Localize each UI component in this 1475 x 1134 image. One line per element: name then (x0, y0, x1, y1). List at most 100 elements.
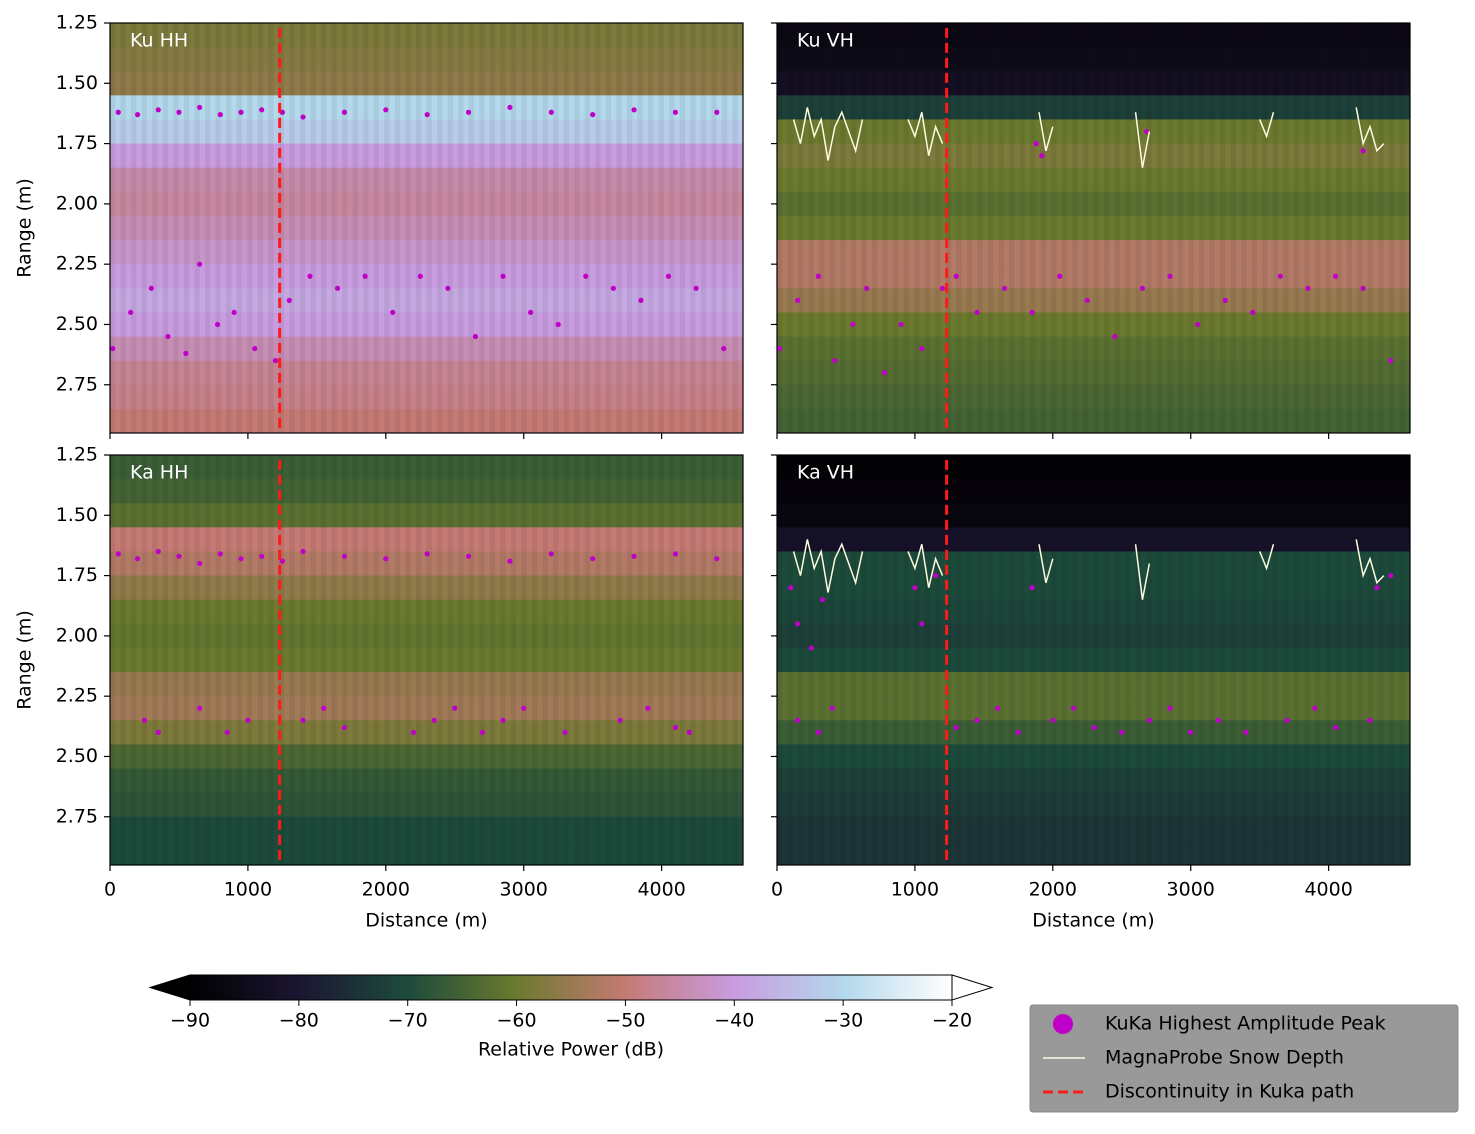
y-tick-label: 1.75 (56, 564, 98, 586)
power-cell (777, 240, 1410, 265)
peak-point (795, 297, 801, 303)
colorbar-tick-label: −40 (714, 1010, 754, 1032)
peak-point (864, 285, 870, 291)
peak-point (590, 112, 596, 118)
peak-point (1374, 585, 1380, 591)
peak-point (721, 345, 727, 352)
peak-point (217, 551, 223, 557)
power-cell (110, 720, 743, 745)
peak-point (300, 548, 306, 555)
peak-point (1388, 358, 1394, 364)
peak-point (155, 729, 161, 735)
colorbar-extend-high (951, 974, 994, 1001)
x-axis-label: Distance (m) (1032, 910, 1154, 932)
snow-depth-line (1134, 112, 1151, 168)
y-tick-label: 1.25 (56, 12, 98, 34)
peak-point (214, 321, 221, 328)
y-tick-label: 2.75 (56, 373, 98, 395)
x-tick-label: 2000 (1029, 879, 1077, 901)
peak-point (1070, 705, 1077, 711)
peak-point (259, 107, 265, 113)
peak-point (155, 107, 161, 113)
y-tick-label: 2.00 (56, 192, 98, 214)
power-cell (110, 408, 743, 433)
peak-point (777, 345, 783, 352)
y-tick-label: 2.50 (56, 313, 98, 335)
peak-point (1050, 717, 1056, 723)
peak-point (953, 724, 959, 731)
peak-point (1188, 729, 1194, 735)
snow-depth-line (792, 107, 864, 161)
peak-point (183, 350, 189, 357)
power-cell (777, 840, 1410, 865)
power-cell (777, 672, 1410, 697)
x-axis-label: Distance (m) (365, 910, 487, 932)
peak-point (300, 114, 306, 120)
peak-point (410, 729, 416, 735)
peak-point (919, 621, 925, 627)
power-cell (777, 455, 1410, 480)
peak-point (500, 273, 506, 279)
colorbar-tick-label: −80 (279, 1010, 319, 1032)
power-cell (777, 720, 1410, 745)
x-tick-label: 1000 (891, 879, 939, 901)
peak-point (445, 285, 451, 291)
power-cell (777, 143, 1410, 169)
power-cell (110, 360, 743, 386)
peak-point (1215, 717, 1221, 723)
colorbar-tick-label: −50 (605, 1010, 645, 1032)
peak-point (795, 621, 801, 627)
peak-point (341, 724, 348, 731)
peak-point (610, 285, 616, 291)
legend-label: Discontinuity in Kuka path (1105, 1081, 1354, 1103)
peak-point (638, 297, 644, 303)
peak-point (134, 556, 141, 562)
power-cell (777, 503, 1410, 528)
power-cell (777, 647, 1410, 673)
peak-point (286, 297, 292, 303)
snow-depth-line (1134, 544, 1151, 600)
snow-depth-line (1038, 544, 1054, 584)
power-cell (110, 816, 743, 842)
colorbar-tick-label: −60 (497, 1010, 537, 1032)
power-cell (777, 47, 1410, 72)
power-cell (110, 768, 743, 794)
power-cell (777, 623, 1410, 649)
peak-point (479, 729, 485, 735)
y-axis-label: Range (m) (14, 610, 36, 710)
power-cell (777, 792, 1410, 818)
peak-point (528, 309, 534, 316)
peak-point (341, 109, 348, 115)
power-cell (110, 792, 743, 818)
power-cell (777, 264, 1410, 289)
peak-point (1360, 285, 1366, 291)
colorbar-tick-label: −90 (170, 1010, 210, 1032)
peak-point (1119, 729, 1125, 735)
peak-point (919, 345, 925, 352)
peak-point (631, 553, 637, 559)
power-cell (777, 312, 1410, 338)
peak-point (115, 109, 121, 115)
colorbar-label: Relative Power (dB) (478, 1039, 664, 1061)
peak-point (141, 717, 148, 723)
peak-point (548, 109, 554, 115)
power-cell (110, 240, 743, 265)
peak-point (155, 548, 161, 555)
snow-depth-line (907, 544, 944, 588)
peak-point (245, 717, 251, 723)
power-cell (777, 527, 1410, 552)
colorbar-tick-label: −30 (823, 1010, 863, 1032)
panel-label: Ku HH (130, 30, 188, 52)
peak-point (383, 556, 389, 562)
power-cell (110, 479, 743, 504)
peak-point (1057, 273, 1063, 279)
power-cell (110, 47, 743, 72)
power-cell (777, 95, 1410, 120)
peak-point (1277, 273, 1283, 279)
peak-point (176, 553, 182, 559)
axes-frame (109, 22, 744, 434)
snow-depth-line (792, 539, 864, 593)
peak-point (507, 104, 513, 111)
peak-point (795, 717, 801, 723)
peak-point (939, 285, 946, 291)
